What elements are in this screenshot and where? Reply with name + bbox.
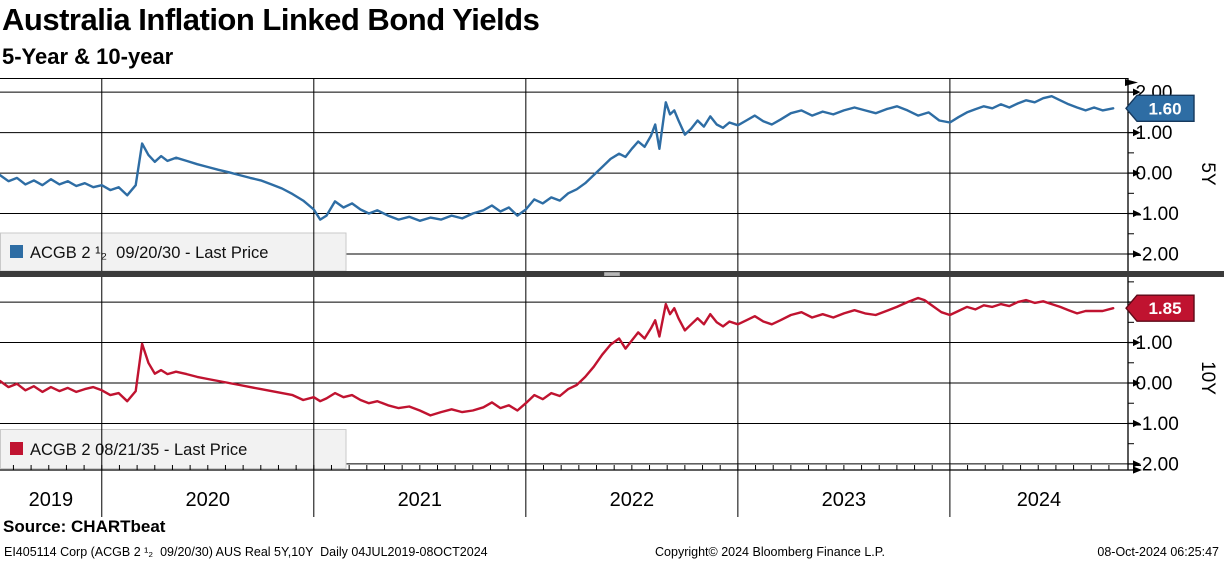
y-tick-label: -2.00 — [1136, 454, 1179, 475]
y-tick-label: -2.00 — [1136, 245, 1179, 266]
y-tick-arrow-icon — [1133, 419, 1141, 428]
x-tick-label-2021: 2021 — [397, 489, 443, 511]
x-tick-label-2024: 2024 — [1016, 489, 1062, 511]
separator-drag-handle-icon[interactable] — [604, 272, 620, 276]
y-tick-arrow-icon — [1133, 250, 1141, 258]
footer-security-description: EI405114 Corp (ACGB 2 ¹₂ 09/20/30) AUS R… — [4, 545, 488, 559]
legend-layer: ACGB 2 ¹₂ 09/20/30 - Last Price ACGB 2 08… — [0, 232, 347, 469]
y-tick-arrow-icon — [1133, 169, 1141, 177]
x-tick-label-2020: 2020 — [185, 489, 231, 511]
y-tick-label: -1.00 — [1136, 414, 1179, 435]
x-axis-arrow-icon — [1133, 466, 1142, 474]
y-tick-arrow-icon — [1133, 209, 1141, 218]
legend-label: ACGB 2 08/21/35 - Last Price — [30, 441, 247, 459]
y-tick-label: 1.00 — [1136, 333, 1173, 354]
y-tick-label: 0.00 — [1136, 374, 1173, 395]
y-tick-arrow-icon — [1133, 460, 1141, 468]
footer-timestamp: 08-Oct-2024 06:25:47 — [1097, 545, 1219, 559]
page-subtitle: 5-Year & 10-year — [2, 44, 174, 69]
x-tick-label-2019: 2019 — [28, 489, 74, 511]
last-price-badge-5y — [1125, 94, 1195, 123]
x-tick-label-2022: 2022 — [609, 489, 655, 511]
y-tick-label: 1.00 — [1136, 123, 1173, 144]
panel-axis-label-10y: 10Y — [1197, 361, 1218, 395]
x-grid-layer — [101, 78, 951, 517]
y-axis-top-arrow-icon — [1125, 79, 1138, 86]
series-line-10y — [0, 296, 1115, 417]
last-price-badge-value: 1.85 — [1148, 299, 1181, 318]
y-tick-arrow-icon — [1133, 88, 1141, 96]
badge-layer: 1.60 1.85 — [1125, 94, 1195, 322]
y-tick-label: 0.00 — [1136, 164, 1173, 185]
x-tick-label-2023: 2023 — [821, 489, 867, 511]
last-price-badge-value: 1.60 — [1148, 99, 1181, 118]
legend-box-10y[interactable] — [0, 429, 347, 469]
y-tick-label: -1.00 — [1136, 204, 1179, 225]
y-tick-arrow-icon — [1133, 379, 1141, 387]
page-title: Australia Inflation Linked Bond Yields — [2, 2, 540, 37]
panel-axis-label-5y: 5Y — [1197, 162, 1218, 186]
footer-copyright: Copyright© 2024 Bloomberg Finance L.P. — [655, 545, 885, 559]
legend-swatch-icon-5y — [10, 245, 23, 258]
legend-swatch-icon-10y — [10, 442, 23, 455]
last-price-badge-10y — [1125, 294, 1195, 322]
legend-label: ACGB 2 ¹₂ 09/20/30 - Last Price — [30, 244, 268, 262]
y-tick-arrow-icon — [1133, 338, 1141, 347]
y-grid-layer: 2.001.000.00-1.00-2.002.001.000.00-1.00-… — [0, 83, 1179, 475]
legend-box-5y[interactable] — [0, 232, 347, 272]
series-line-5y — [0, 94, 1115, 223]
frame-layer — [0, 78, 1142, 474]
source-attribution: Source: CHARTbeat — [3, 517, 166, 536]
y-tick-arrow-icon — [1133, 129, 1141, 137]
separator-layer — [0, 271, 1224, 277]
series-layer — [0, 94, 1115, 417]
